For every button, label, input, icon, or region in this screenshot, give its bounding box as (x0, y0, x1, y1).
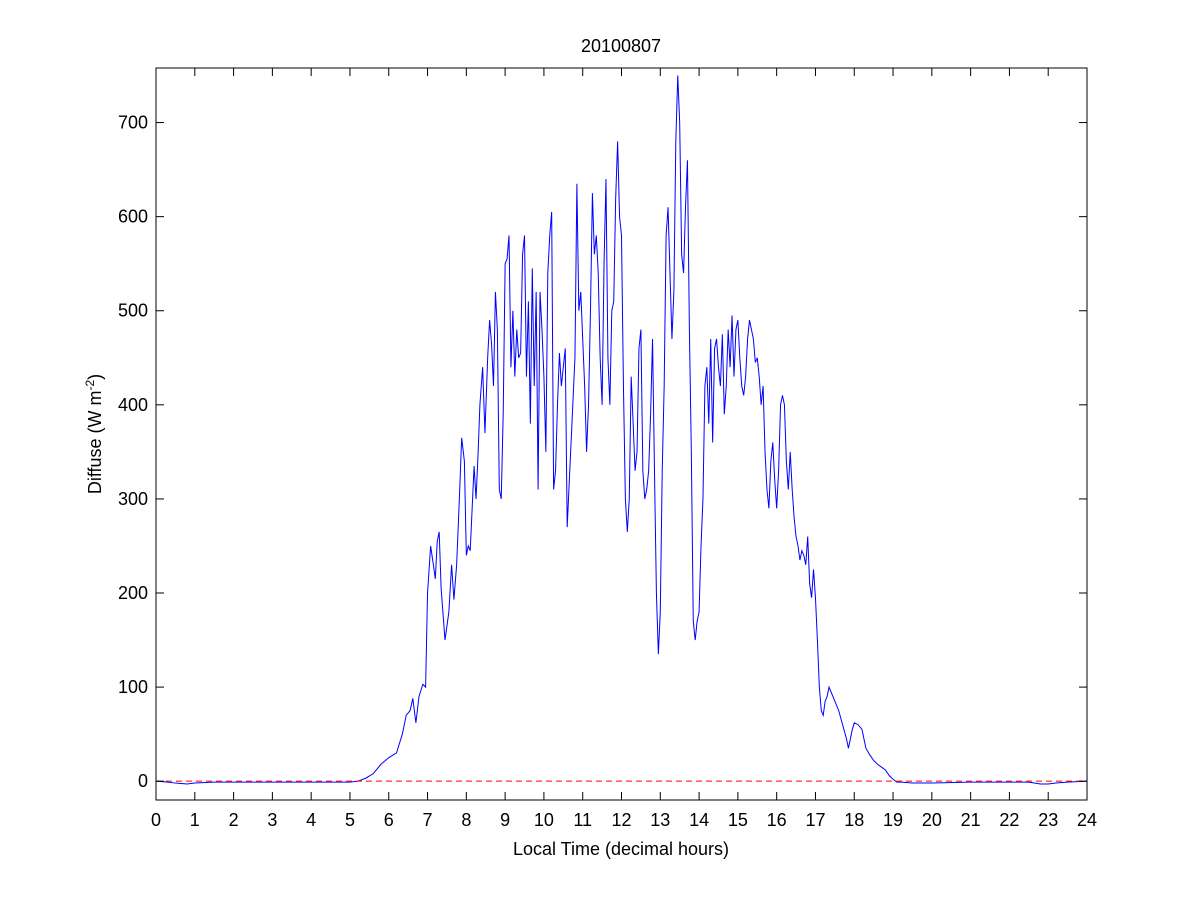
plot-area-frame (155, 67, 1088, 801)
x-tick-label: 11 (573, 810, 592, 830)
x-tick-label: 20 (922, 810, 942, 830)
x-tick-label: 22 (999, 810, 1019, 830)
x-axis-label: Local Time (decimal hours) (513, 839, 729, 859)
x-tick-label: 24 (1077, 810, 1097, 830)
x-tick-label: 21 (961, 810, 981, 830)
x-tick-label: 18 (844, 810, 864, 830)
x-tick-label: 23 (1038, 810, 1058, 830)
x-tick-label: 2 (229, 810, 239, 830)
series-layer (155, 75, 1088, 785)
x-tick-label: 9 (500, 810, 510, 830)
y-tick-label: 400 (118, 395, 148, 415)
x-tick-label: 0 (151, 810, 161, 830)
y-axis-label-exponent: -2 (83, 379, 97, 390)
x-tick-label: 17 (805, 810, 825, 830)
x-tick-label: 19 (883, 810, 903, 830)
x-tick-label: 15 (728, 810, 748, 830)
y-tick-label: 100 (118, 677, 148, 697)
tick-layer: 0 1 2 3 4 5 6 7 8 9 10 11 12 13 14 15 16 17 18 19 20 21 22 23 24… (118, 68, 1097, 830)
y-tick-label: 0 (138, 771, 148, 791)
x-tick-label: 10 (534, 810, 554, 830)
x-tick-label: 5 (345, 810, 355, 830)
x-tick-label: 3 (267, 810, 277, 830)
diffuse-series-line (155, 75, 1088, 785)
y-tick-label: 600 (118, 207, 148, 227)
x-tick-label: 6 (384, 810, 394, 830)
y-tick-label: 300 (118, 489, 148, 509)
x-tick-label: 7 (423, 810, 433, 830)
x-tick-label: 4 (306, 810, 316, 830)
y-tick-label: 200 (118, 583, 148, 603)
x-tick-label: 8 (461, 810, 471, 830)
x-tick-label: 1 (190, 810, 200, 830)
x-tick-label: 13 (650, 810, 670, 830)
x-tick-label: 16 (767, 810, 787, 830)
y-tick-label: 500 (118, 301, 148, 321)
y-tick-label: 700 (118, 113, 148, 133)
x-tick-label: 14 (689, 810, 709, 830)
y-axis-label-main: Diffuse (W m (85, 390, 105, 494)
y-axis-label: Diffuse (W m-2) (83, 374, 105, 494)
chart-title: 20100807 (581, 36, 661, 56)
y-axis-label-close: ) (85, 374, 105, 380)
x-tick-label: 12 (611, 810, 631, 830)
